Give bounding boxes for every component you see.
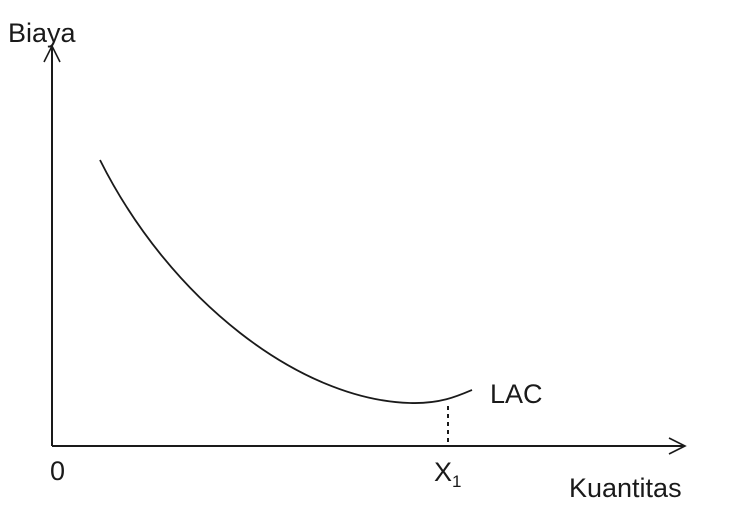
x1-label-subscript: 1 <box>452 472 461 491</box>
origin-label: 0 <box>50 456 65 486</box>
x-axis-arrowhead <box>668 437 687 455</box>
y-axis-arrowhead <box>43 44 61 63</box>
y-axis-label: Biaya <box>8 18 77 48</box>
x1-label: X1 <box>434 457 461 491</box>
x-axis-label: Kuantitas <box>569 473 682 503</box>
series-label-lac: LAC <box>490 379 543 409</box>
lac-curve <box>99 159 473 404</box>
x1-label-main: X <box>434 457 452 487</box>
